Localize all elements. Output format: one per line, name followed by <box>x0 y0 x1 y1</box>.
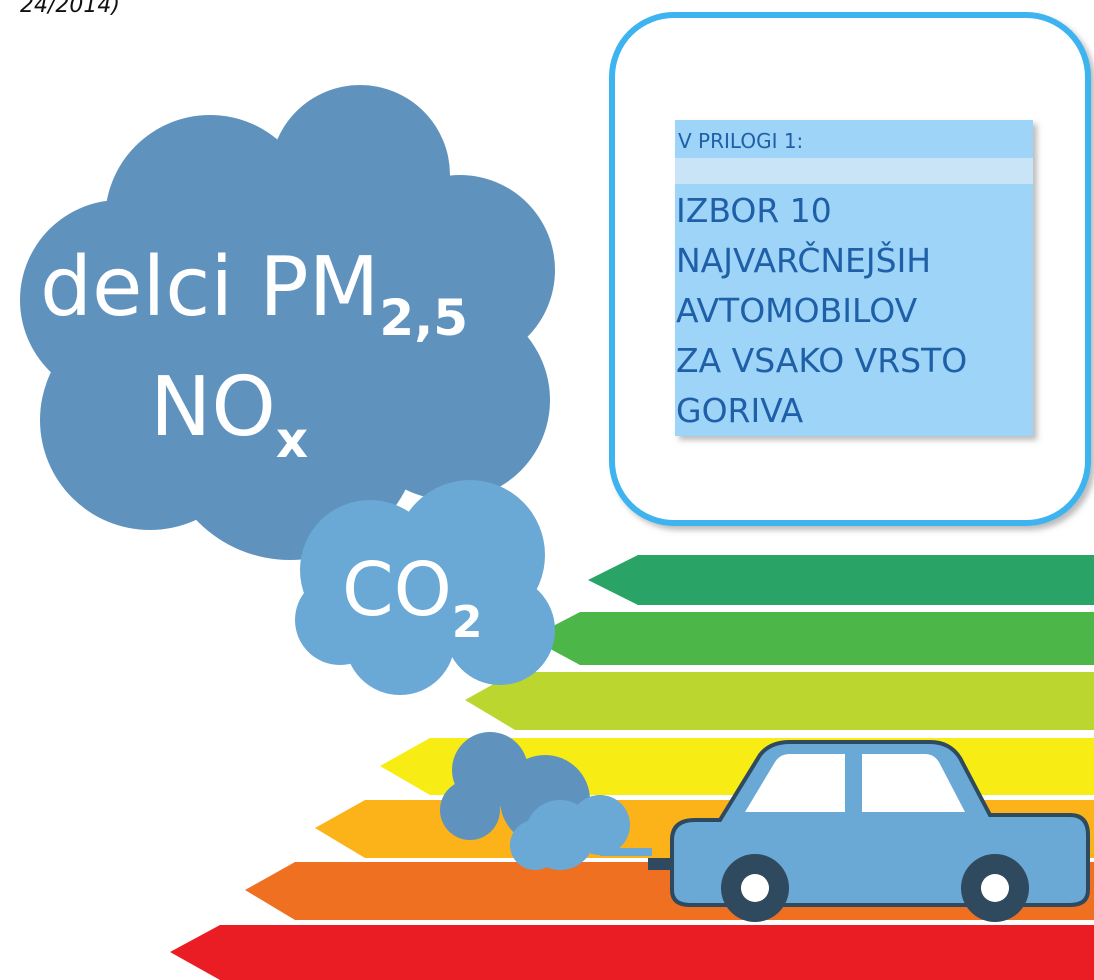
cloud-subscript: 2,5 <box>379 289 468 347</box>
info-line: ZA VSAKO VRSTO <box>676 341 967 380</box>
cloud-subscript: x <box>276 411 308 469</box>
page: {"header":{"fragment":"24/2014)"}, "clou… <box>0 0 1094 980</box>
info-line: AVTOMOBILOV <box>676 291 918 330</box>
cloud-line: delci PM <box>40 240 379 335</box>
co2-subscript: 2 <box>452 597 483 648</box>
illustration: 24/2014) delci PM2,5 NOx CO2 <box>0 0 1094 980</box>
info-line: GORIVA <box>676 391 804 430</box>
cloud-line: NO <box>150 360 276 455</box>
info-label: V PRILOGI 1: <box>678 129 803 153</box>
header-fragment: 24/2014) <box>20 0 120 18</box>
info-line: IZBOR 10 <box>676 191 832 230</box>
co2-main: CO <box>342 547 452 633</box>
info-line: NAJVARČNEJŠIH <box>676 240 931 280</box>
